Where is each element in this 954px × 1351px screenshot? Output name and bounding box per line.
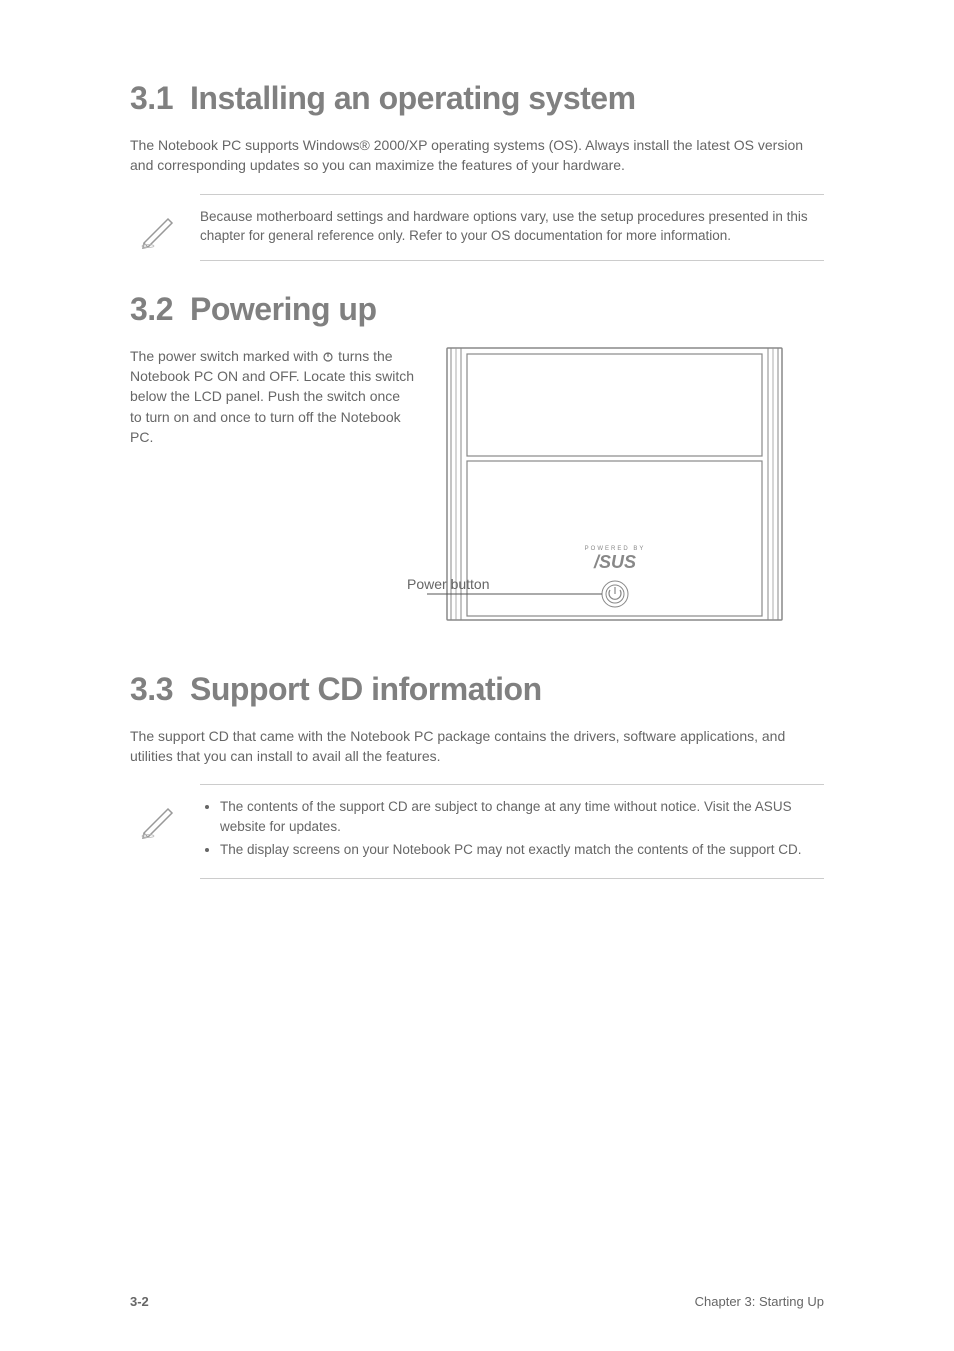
section-3-3-body: The support CD that came with the Notebo…: [130, 726, 824, 767]
svg-text:/SUS: /SUS: [593, 552, 636, 572]
note-2-item-1: The display screens on your Notebook PC …: [220, 840, 824, 860]
note-2-item-0: The contents of the support CD are subje…: [220, 797, 824, 836]
section-3-3-title: Support CD information: [190, 671, 542, 707]
chapter-label: Chapter 3: Starting Up: [695, 1294, 824, 1309]
note-2-list: The contents of the support CD are subje…: [220, 797, 824, 860]
pencil-note-icon: [140, 803, 180, 839]
section-3-1-body: The Notebook PC supports Windows® 2000/X…: [130, 135, 824, 176]
section-3-3-number: 3.3: [130, 671, 190, 708]
section-3-2-heading: 3.2Powering up: [130, 291, 824, 328]
powerup-prefix: The power switch marked with: [130, 348, 322, 364]
section-3-1-title: Installing an operating system: [190, 80, 636, 116]
powerup-body-text: The power switch marked with turns the N…: [130, 346, 415, 447]
note-1-text: Because motherboard settings and hardwar…: [200, 207, 824, 246]
note-box-1: Because motherboard settings and hardwar…: [200, 194, 824, 261]
section-3-1-heading: 3.1Installing an operating system: [130, 80, 824, 117]
section-3-2-number: 3.2: [130, 291, 190, 328]
section-3-3-heading: 3.3Support CD information: [130, 671, 824, 708]
power-button-label: Power button: [407, 576, 490, 592]
page-footer: 3-2 Chapter 3: Starting Up: [130, 1294, 824, 1309]
power-icon: [322, 351, 334, 363]
section-3-2-title: Powering up: [190, 291, 377, 327]
laptop-diagram: POWERED BY /SUS Power button: [427, 346, 824, 631]
powerup-content: The power switch marked with turns the N…: [130, 346, 824, 631]
page-number: 3-2: [130, 1294, 149, 1309]
note-box-2: The contents of the support CD are subje…: [200, 784, 824, 879]
section-3-1-number: 3.1: [130, 80, 190, 117]
pencil-note-icon: [140, 213, 180, 249]
